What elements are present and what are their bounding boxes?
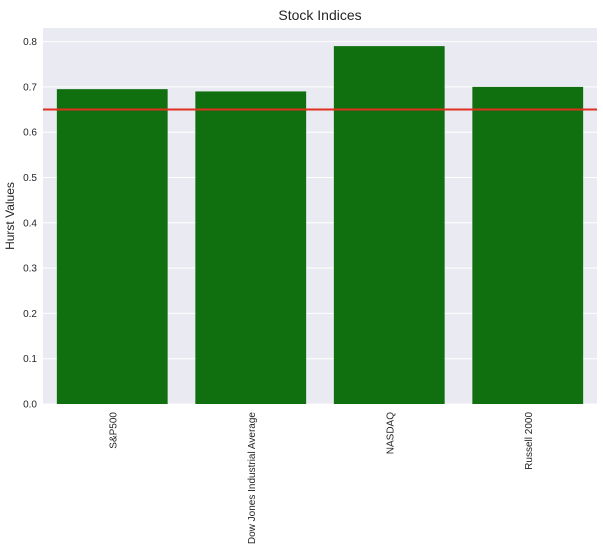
x-tick-label: Dow Jones Industrial Average bbox=[247, 412, 258, 545]
y-tick-label: 0.7 bbox=[23, 82, 37, 93]
y-axis-ticks: 0.0 0.1 0.2 0.3 0.4 0.5 0.6 0.7 0.8 bbox=[23, 37, 37, 410]
y-tick-label: 0.8 bbox=[23, 37, 37, 48]
x-axis-ticks: S&P500 Dow Jones Industrial Average NASDAQ… bbox=[108, 412, 535, 545]
y-tick-label: 0.1 bbox=[23, 354, 37, 365]
bar bbox=[195, 91, 307, 404]
y-tick-label: 0.0 bbox=[23, 400, 37, 411]
chart-title: Stock Indices bbox=[278, 7, 361, 23]
bar bbox=[472, 86, 584, 404]
y-tick-label: 0.3 bbox=[23, 264, 37, 275]
y-tick-label: 0.5 bbox=[23, 173, 37, 184]
bar bbox=[56, 89, 168, 405]
x-tick-label: S&P500 bbox=[108, 412, 119, 449]
y-tick-label: 0.4 bbox=[23, 218, 37, 229]
x-tick-label: Russell 2000 bbox=[524, 412, 535, 470]
bar bbox=[333, 46, 445, 404]
y-tick-label: 0.6 bbox=[23, 128, 37, 139]
y-tick-label: 0.2 bbox=[23, 309, 37, 320]
bars bbox=[56, 46, 584, 405]
x-tick-label: NASDAQ bbox=[385, 412, 396, 454]
y-axis-label: Hurst Values bbox=[3, 182, 17, 250]
